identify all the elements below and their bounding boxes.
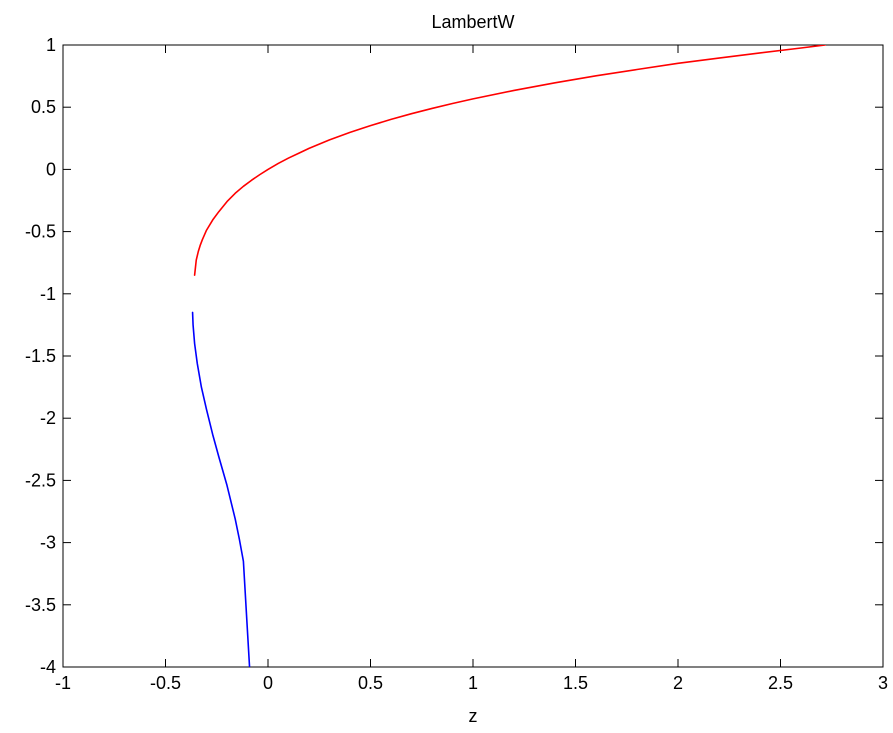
x-tick-label: 1 [468,673,478,693]
x-tick-label: 0 [263,673,273,693]
y-tick-label: -4 [40,657,56,677]
plot-area [62,44,884,668]
x-tick-label: 0.5 [358,673,383,693]
y-tick-label: 1 [46,35,56,55]
x-axis-label: z [469,706,478,726]
y-tick-label: -1 [40,284,56,304]
series-line-principal-branch [193,45,826,276]
y-tick-label: 0 [46,159,56,179]
ticks-group: -1 -0.5 0 0.5 1 1.5 2 2.5 3 -4 -3.5 -3 -2.5 -2 -1.5 -1 -… [25,35,888,693]
x-tick-label: 2.5 [768,673,793,693]
y-tick-label: -2 [40,408,56,428]
x-tick-label: 2 [673,673,683,693]
y-tick-label: -3 [40,533,56,553]
y-tick-label: -2.5 [25,470,56,490]
x-tick-label: -0.5 [150,673,181,693]
series-line-lower-branch [191,311,251,667]
y-tick-label: -0.5 [25,222,56,242]
x-tick-label: 3 [878,673,888,693]
series-group [191,45,826,667]
y-tick-label: -3.5 [25,595,56,615]
x-tick-label: 1.5 [563,673,588,693]
chart-title: LambertW [431,12,514,32]
x-tick-label: -1 [55,673,71,693]
y-tick-label: -1.5 [25,346,56,366]
y-tick-label: 0.5 [31,97,56,117]
